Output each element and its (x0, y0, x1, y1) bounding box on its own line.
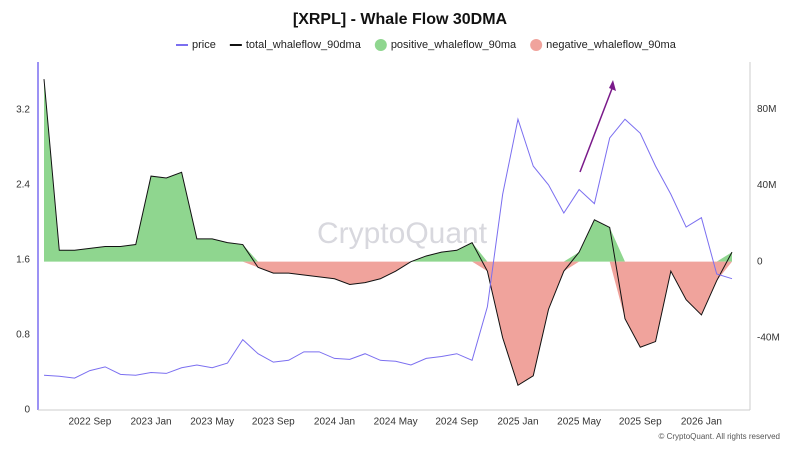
legend-item: total_whaleflow_90dma (229, 39, 362, 51)
area (44, 261, 732, 386)
legend-item: negative_whaleflow_90ma (530, 39, 677, 51)
y2-tick-label: 0 (757, 256, 763, 267)
legend-item: price (176, 39, 216, 51)
y-tick-label: 3.2 (16, 104, 30, 115)
x-tick-label: 2023 Sep (252, 417, 295, 428)
x-tick-label: 2023 May (190, 417, 234, 428)
y2-tick-label: -40M (757, 332, 780, 343)
y-tick-label: 0 (24, 405, 30, 416)
x-tick-label: 2025 May (557, 417, 601, 428)
y2-tick-label: 80M (757, 104, 776, 115)
plot (43, 79, 733, 387)
chart-title: [XRPL] - Whale Flow 30DMA (293, 11, 508, 28)
annotation-arrow (579, 85, 614, 173)
y-tick-label: 2.4 (16, 180, 30, 191)
x-tick-label: 2022 Sep (68, 417, 111, 428)
x-tick-label: 2025 Sep (619, 417, 662, 428)
x-tick-label: 2023 Jan (130, 417, 171, 428)
x-tick-label: 2026 Jan (681, 417, 722, 428)
legend-label: positive_whaleflow_90ma (391, 39, 517, 51)
x-tick-label: 2025 Jan (497, 417, 538, 428)
annotation-arrowhead (609, 80, 616, 91)
legend-label: price (192, 39, 216, 51)
legend-label: negative_whaleflow_90ma (546, 39, 677, 51)
line (43, 117, 733, 379)
legend-label: total_whaleflow_90dma (246, 39, 362, 51)
x-tick-label: 2024 Jan (314, 417, 355, 428)
x-tick-label: 2024 Sep (435, 417, 478, 428)
y2-tick-label: 40M (757, 180, 776, 191)
legend-swatch (374, 39, 387, 51)
line (43, 79, 733, 387)
legend-swatch (530, 39, 543, 51)
x-tick-label: 2024 May (374, 417, 418, 428)
legend-item: positive_whaleflow_90ma (374, 39, 517, 51)
y-tick-label: 0.8 (16, 330, 30, 341)
watermark: CryptoQuant (317, 217, 488, 250)
y-tick-label: 1.6 (16, 255, 30, 266)
credit: © CryptoQuant. All rights reserved (659, 432, 781, 441)
